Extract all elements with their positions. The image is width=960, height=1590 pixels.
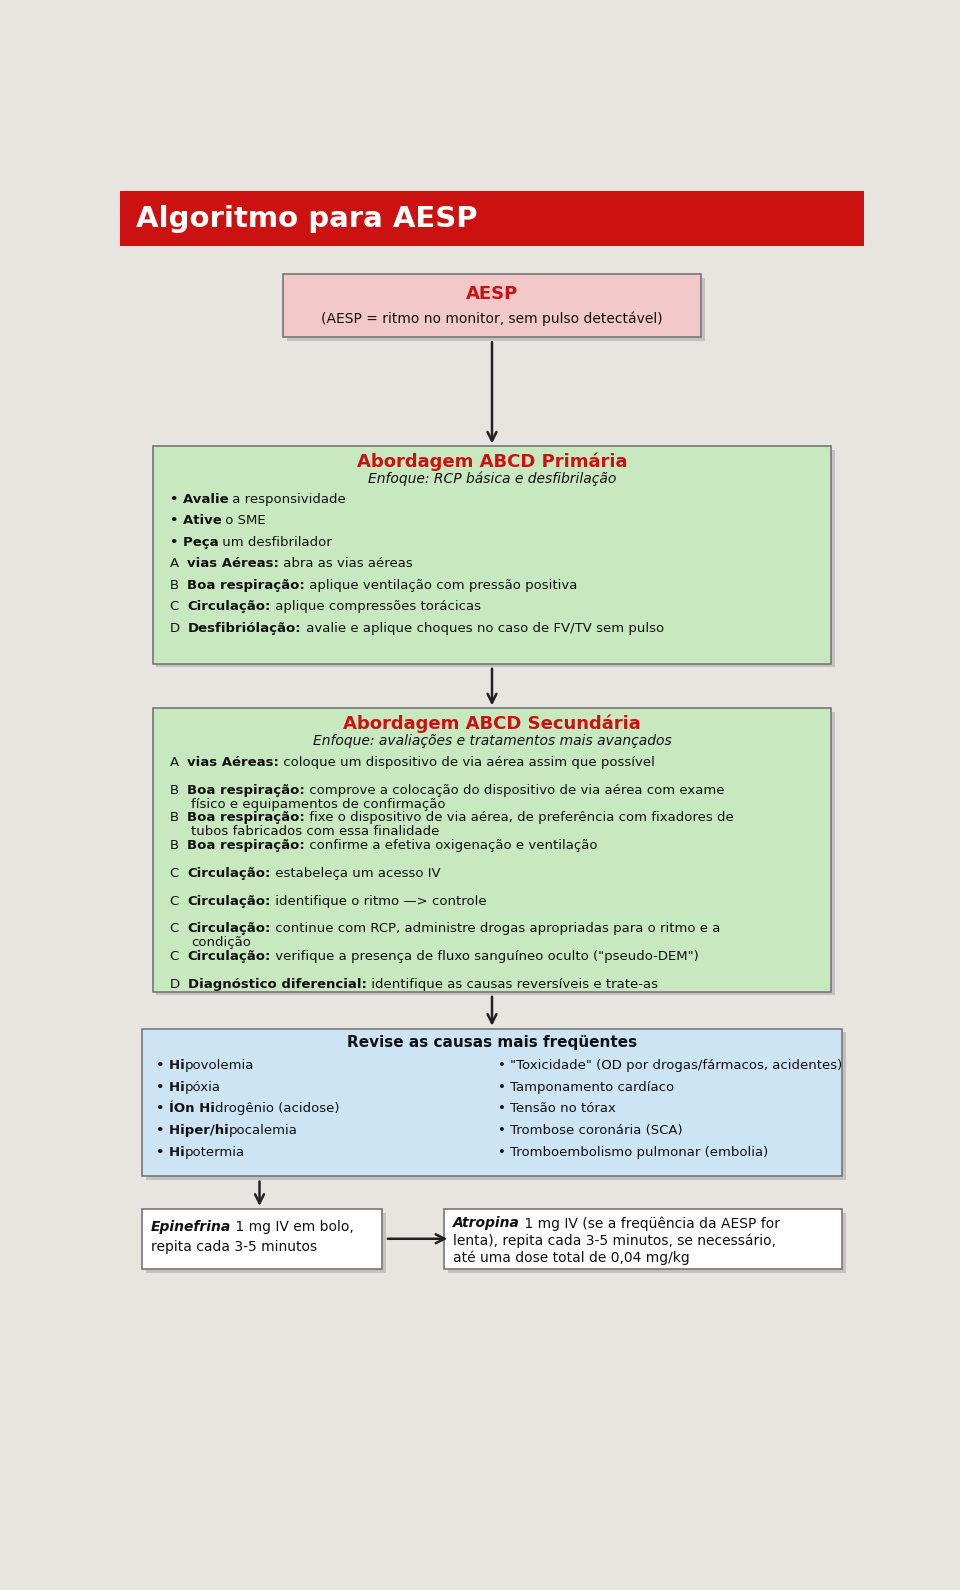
Text: • Hi: • Hi	[156, 1081, 184, 1094]
FancyBboxPatch shape	[142, 1208, 382, 1269]
Text: póxia: póxia	[184, 1081, 221, 1094]
Text: continue com RCP, administre drogas apropriadas para o ritmo e a: continue com RCP, administre drogas apro…	[271, 922, 720, 935]
FancyBboxPatch shape	[146, 1213, 386, 1272]
Text: aplique ventilação com pressão positiva: aplique ventilação com pressão positiva	[305, 579, 577, 591]
FancyBboxPatch shape	[447, 1213, 846, 1272]
Text: Circulação:: Circulação:	[187, 922, 271, 935]
Text: • Hi: • Hi	[156, 1146, 184, 1159]
Text: D: D	[170, 622, 188, 634]
Text: B: B	[170, 811, 187, 825]
Text: Circulação:: Circulação:	[187, 895, 271, 908]
Text: Abordagem ABCD Secundária: Abordagem ABCD Secundária	[343, 714, 641, 733]
Text: verifique a presença de fluxo sanguíneo oculto ("pseudo-DEM"): verifique a presença de fluxo sanguíneo …	[271, 949, 699, 964]
Text: • Ative: • Ative	[170, 514, 222, 528]
Text: • Hi: • Hi	[156, 1059, 184, 1072]
Text: identifique as causas reversíveis e trate-as: identifique as causas reversíveis e trat…	[367, 978, 659, 991]
Text: Revise as causas mais freqüentes: Revise as causas mais freqüentes	[347, 1035, 637, 1049]
FancyBboxPatch shape	[287, 278, 706, 340]
Text: repita cada 3-5 minutos: repita cada 3-5 minutos	[151, 1240, 317, 1253]
Text: B: B	[170, 579, 187, 591]
FancyBboxPatch shape	[153, 447, 831, 663]
Text: Boa respiração:: Boa respiração:	[187, 840, 305, 852]
FancyBboxPatch shape	[153, 708, 831, 992]
Text: um desfibrilador: um desfibrilador	[218, 536, 332, 549]
Text: D: D	[170, 978, 188, 991]
Text: Diagnóstico diferencial:: Diagnóstico diferencial:	[188, 978, 367, 991]
Text: AESP: AESP	[466, 285, 518, 304]
Text: coloque um dispositivo de via aérea assim que possível: coloque um dispositivo de via aérea assi…	[279, 755, 655, 770]
Text: • Hiper/hi: • Hiper/hi	[156, 1124, 228, 1137]
Text: o SME: o SME	[222, 514, 266, 528]
Text: físico e equipamentos de confirmação: físico e equipamentos de confirmação	[191, 798, 445, 811]
Text: 1 mg IV (se a freqüência da AESP for: 1 mg IV (se a freqüência da AESP for	[520, 1216, 780, 1231]
Text: Enfoque: avaliações e tratamentos mais avançados: Enfoque: avaliações e tratamentos mais a…	[313, 733, 671, 747]
FancyBboxPatch shape	[156, 712, 835, 995]
Text: Boa respiração:: Boa respiração:	[187, 811, 305, 825]
Text: Enfoque: RCP básica e desfibrilação: Enfoque: RCP básica e desfibrilação	[368, 472, 616, 487]
Text: potermia: potermia	[184, 1146, 245, 1159]
Text: • "Toxicidade" (OD por drogas/fármacos, acidentes): • "Toxicidade" (OD por drogas/fármacos, …	[498, 1059, 843, 1072]
Text: C: C	[170, 867, 187, 879]
Text: lenta), repita cada 3-5 minutos, se necessário,: lenta), repita cada 3-5 minutos, se nece…	[453, 1234, 777, 1248]
Text: C: C	[170, 601, 187, 614]
Text: • Tromboembolismo pulmonar (embolia): • Tromboembolismo pulmonar (embolia)	[498, 1146, 768, 1159]
Text: drogênio (acidose): drogênio (acidose)	[214, 1102, 339, 1116]
Text: condição: condição	[191, 937, 252, 949]
Text: • Avalie: • Avalie	[170, 493, 228, 506]
Text: a responsividade: a responsividade	[228, 493, 346, 506]
FancyBboxPatch shape	[142, 1029, 842, 1177]
Text: Atropina: Atropina	[453, 1216, 520, 1231]
Text: 1 mg IV em bolo,: 1 mg IV em bolo,	[231, 1220, 354, 1234]
Text: Epinefrina: Epinefrina	[151, 1220, 231, 1234]
Text: • Tensão no tórax: • Tensão no tórax	[498, 1102, 616, 1116]
Text: vias Aéreas:: vias Aéreas:	[187, 755, 279, 770]
Text: pocalemia: pocalemia	[228, 1124, 298, 1137]
Text: B: B	[170, 784, 187, 797]
Text: estabeleça um acesso IV: estabeleça um acesso IV	[271, 867, 441, 879]
Text: B: B	[170, 840, 187, 852]
Text: Circulação:: Circulação:	[187, 867, 271, 879]
Text: Circulação:: Circulação:	[187, 949, 271, 964]
FancyBboxPatch shape	[283, 273, 701, 337]
Text: tubos fabricados com essa finalidade: tubos fabricados com essa finalidade	[191, 825, 440, 838]
FancyBboxPatch shape	[156, 450, 835, 668]
Text: • Trombose coronária (SCA): • Trombose coronária (SCA)	[498, 1124, 683, 1137]
Text: Abordagem ABCD Primária: Abordagem ABCD Primária	[357, 453, 627, 471]
FancyBboxPatch shape	[146, 1032, 846, 1180]
Text: A: A	[170, 755, 187, 770]
Text: aplique compressões torácicas: aplique compressões torácicas	[271, 601, 481, 614]
Text: avalie e aplique choques no caso de FV/TV sem pulso: avalie e aplique choques no caso de FV/T…	[301, 622, 664, 634]
Text: povolemia: povolemia	[184, 1059, 253, 1072]
Text: C: C	[170, 922, 187, 935]
Text: (AESP = ritmo no monitor, sem pulso detectável): (AESP = ritmo no monitor, sem pulso dete…	[322, 312, 662, 326]
Text: • Tamponamento cardíaco: • Tamponamento cardíaco	[498, 1081, 674, 1094]
Text: Desfibriólação:: Desfibriólação:	[188, 622, 301, 634]
Text: Algoritmo para AESP: Algoritmo para AESP	[135, 205, 477, 232]
Text: C: C	[170, 895, 187, 908]
Text: fixe o dispositivo de via aérea, de preferência com fixadores de: fixe o dispositivo de via aérea, de pref…	[305, 811, 733, 825]
Text: vias Aéreas:: vias Aéreas:	[187, 558, 279, 571]
Text: C: C	[170, 949, 187, 964]
Text: Boa respiração:: Boa respiração:	[187, 784, 305, 797]
Text: A: A	[170, 558, 187, 571]
Text: • ÍOn Hi: • ÍOn Hi	[156, 1102, 214, 1116]
Text: comprove a colocação do dispositivo de via aérea com exame: comprove a colocação do dispositivo de v…	[305, 784, 725, 797]
FancyBboxPatch shape	[120, 191, 864, 246]
Text: até uma dose total de 0,04 mg/kg: até uma dose total de 0,04 mg/kg	[453, 1250, 690, 1264]
Text: identifique o ritmo —> controle: identifique o ritmo —> controle	[271, 895, 487, 908]
Text: Circulação:: Circulação:	[187, 601, 271, 614]
Text: confirme a efetiva oxigenação e ventilação: confirme a efetiva oxigenação e ventilaç…	[305, 840, 597, 852]
Text: Boa respiração:: Boa respiração:	[187, 579, 305, 591]
Text: • Peça: • Peça	[170, 536, 218, 549]
FancyBboxPatch shape	[444, 1208, 842, 1269]
Text: abra as vias aéreas: abra as vias aéreas	[279, 558, 413, 571]
